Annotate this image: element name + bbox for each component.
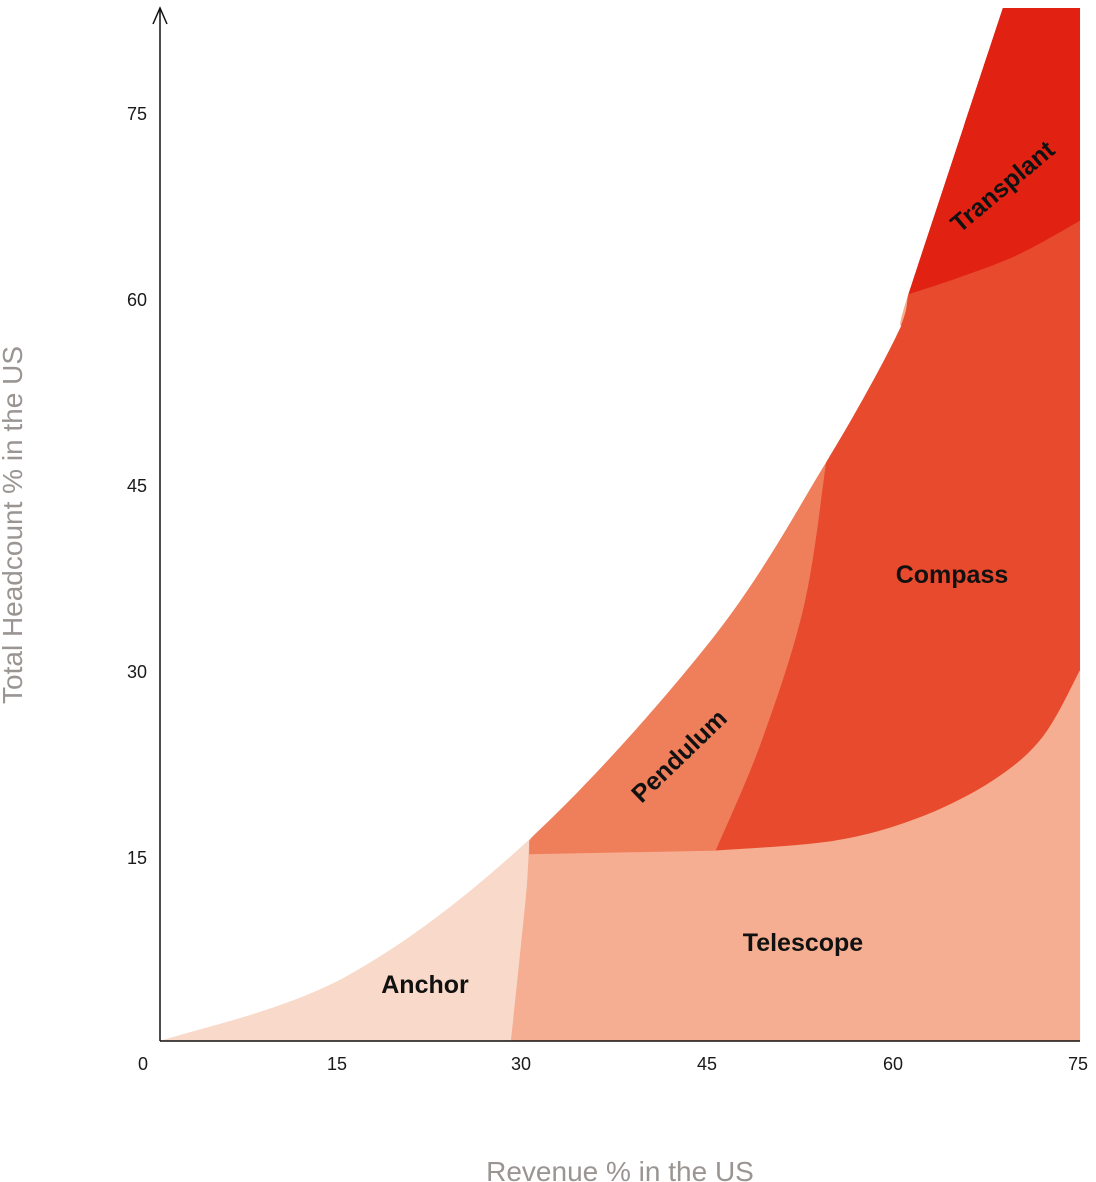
y-tick-label: 60 xyxy=(127,290,147,310)
outer-curve-mask xyxy=(160,8,1003,1041)
y-tick-label: 15 xyxy=(127,848,147,868)
y-tick-labels: 15 30 45 60 75 xyxy=(127,104,147,868)
x-tick-label: 45 xyxy=(697,1054,717,1074)
y-axis-arrowhead xyxy=(152,6,168,25)
x-tick-label: 75 xyxy=(1068,1054,1088,1074)
y-axis-title: Total Headcount % in the US xyxy=(0,346,28,704)
y-tick-label: 45 xyxy=(127,476,147,496)
x-tick-labels: 0 15 30 45 60 75 xyxy=(138,1054,1088,1074)
x-tick-label: 15 xyxy=(327,1054,347,1074)
chart-regions xyxy=(160,8,1080,1041)
x-tick-label: 60 xyxy=(883,1054,903,1074)
y-tick-label: 75 xyxy=(127,104,147,124)
x-tick-label: 0 xyxy=(138,1054,148,1074)
region-pendulum xyxy=(529,462,827,855)
anchor-label: Anchor xyxy=(381,971,469,999)
compass-label: Compass xyxy=(896,561,1009,589)
region-anchor xyxy=(160,830,543,1041)
region-compass xyxy=(715,220,1080,851)
telescope-label: Telescope xyxy=(743,929,864,957)
x-tick-label: 30 xyxy=(511,1054,531,1074)
y-tick-label: 30 xyxy=(127,662,147,682)
axes xyxy=(152,6,1080,1042)
region-transplant xyxy=(908,8,1080,295)
x-axis-title: Revenue % in the US xyxy=(486,1156,754,1182)
